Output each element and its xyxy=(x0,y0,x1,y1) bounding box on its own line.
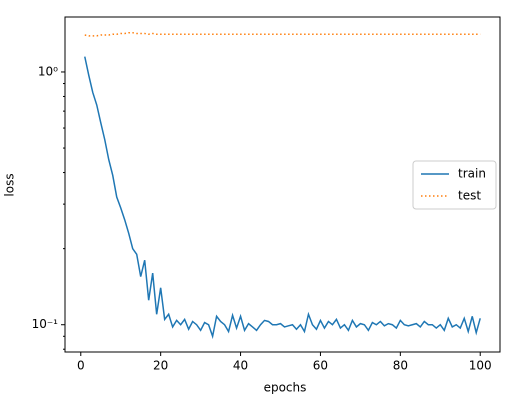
line-test xyxy=(84,31,481,37)
y-tick-label: 10⁰ xyxy=(38,64,58,78)
x-tick-label: 100 xyxy=(469,359,492,373)
axes-frame xyxy=(64,16,501,353)
legend-box xyxy=(412,160,497,210)
x-tick-label: 20 xyxy=(153,359,168,373)
x-tick-label: 60 xyxy=(313,359,328,373)
x-tick-label: 0 xyxy=(77,359,85,373)
legend-label: test xyxy=(458,189,481,203)
legend-label: train xyxy=(458,167,486,181)
x-tick-label: 40 xyxy=(233,359,248,373)
y-tick-label: 10⁻¹ xyxy=(32,317,59,331)
line-train xyxy=(84,56,481,340)
y-axis-label: loss xyxy=(3,173,17,196)
x-axis-label: epochs xyxy=(264,381,307,395)
x-tick-label: 80 xyxy=(393,359,408,373)
